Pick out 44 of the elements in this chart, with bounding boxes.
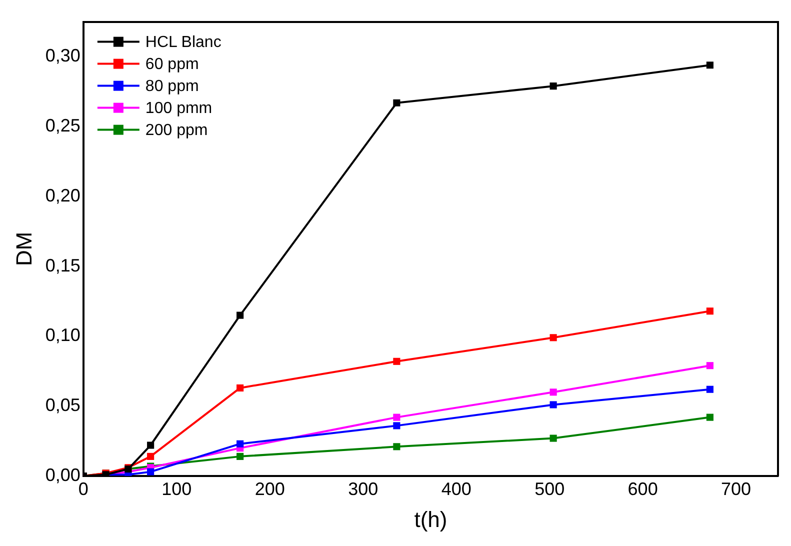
point bbox=[393, 443, 400, 450]
point bbox=[550, 401, 557, 408]
point bbox=[706, 414, 714, 421]
y-tick-label: 0,20 bbox=[45, 185, 80, 206]
point bbox=[393, 414, 400, 421]
point bbox=[147, 468, 154, 476]
legend-label: 80 ppm bbox=[145, 78, 199, 96]
x-tick-label: 300 bbox=[348, 478, 378, 499]
x-tick-label: 200 bbox=[254, 478, 285, 499]
point bbox=[550, 334, 557, 342]
point bbox=[147, 452, 154, 460]
point bbox=[706, 362, 714, 370]
legend-label: 100 pmm bbox=[145, 100, 212, 118]
point bbox=[550, 434, 557, 442]
x-tick-label: 100 bbox=[162, 478, 192, 499]
y-tick-label: 0,00 bbox=[45, 464, 80, 485]
legend-label: 200 ppm bbox=[145, 122, 208, 140]
y-axis-title: DM bbox=[11, 232, 36, 266]
point bbox=[147, 442, 154, 449]
legend-label: HCL Blanc bbox=[145, 34, 222, 52]
point bbox=[706, 62, 714, 69]
point bbox=[706, 308, 714, 315]
y-tick-label: 0,05 bbox=[45, 395, 80, 416]
y-tick-label: 0,25 bbox=[45, 116, 80, 136]
x-tick-label: 700 bbox=[721, 478, 752, 499]
y-tick-label: 0,10 bbox=[45, 325, 80, 346]
point bbox=[236, 440, 244, 448]
y-tick-label: 0,15 bbox=[45, 255, 80, 276]
point bbox=[236, 312, 244, 319]
y-tick-label: 0,30 bbox=[45, 46, 80, 66]
point bbox=[393, 99, 400, 106]
x-tick-label: 500 bbox=[534, 478, 565, 499]
point bbox=[550, 388, 557, 396]
x-tick-label: 0 bbox=[78, 478, 88, 499]
x-tick-label: 400 bbox=[441, 478, 472, 499]
point bbox=[393, 422, 400, 430]
point bbox=[393, 358, 400, 365]
point bbox=[236, 384, 244, 392]
point bbox=[550, 82, 557, 90]
legend-label: 60 ppm bbox=[145, 56, 199, 74]
point bbox=[236, 452, 244, 460]
point bbox=[706, 386, 714, 393]
x-axis-title: t(h) bbox=[414, 506, 448, 532]
x-tick-label: 600 bbox=[628, 478, 658, 499]
